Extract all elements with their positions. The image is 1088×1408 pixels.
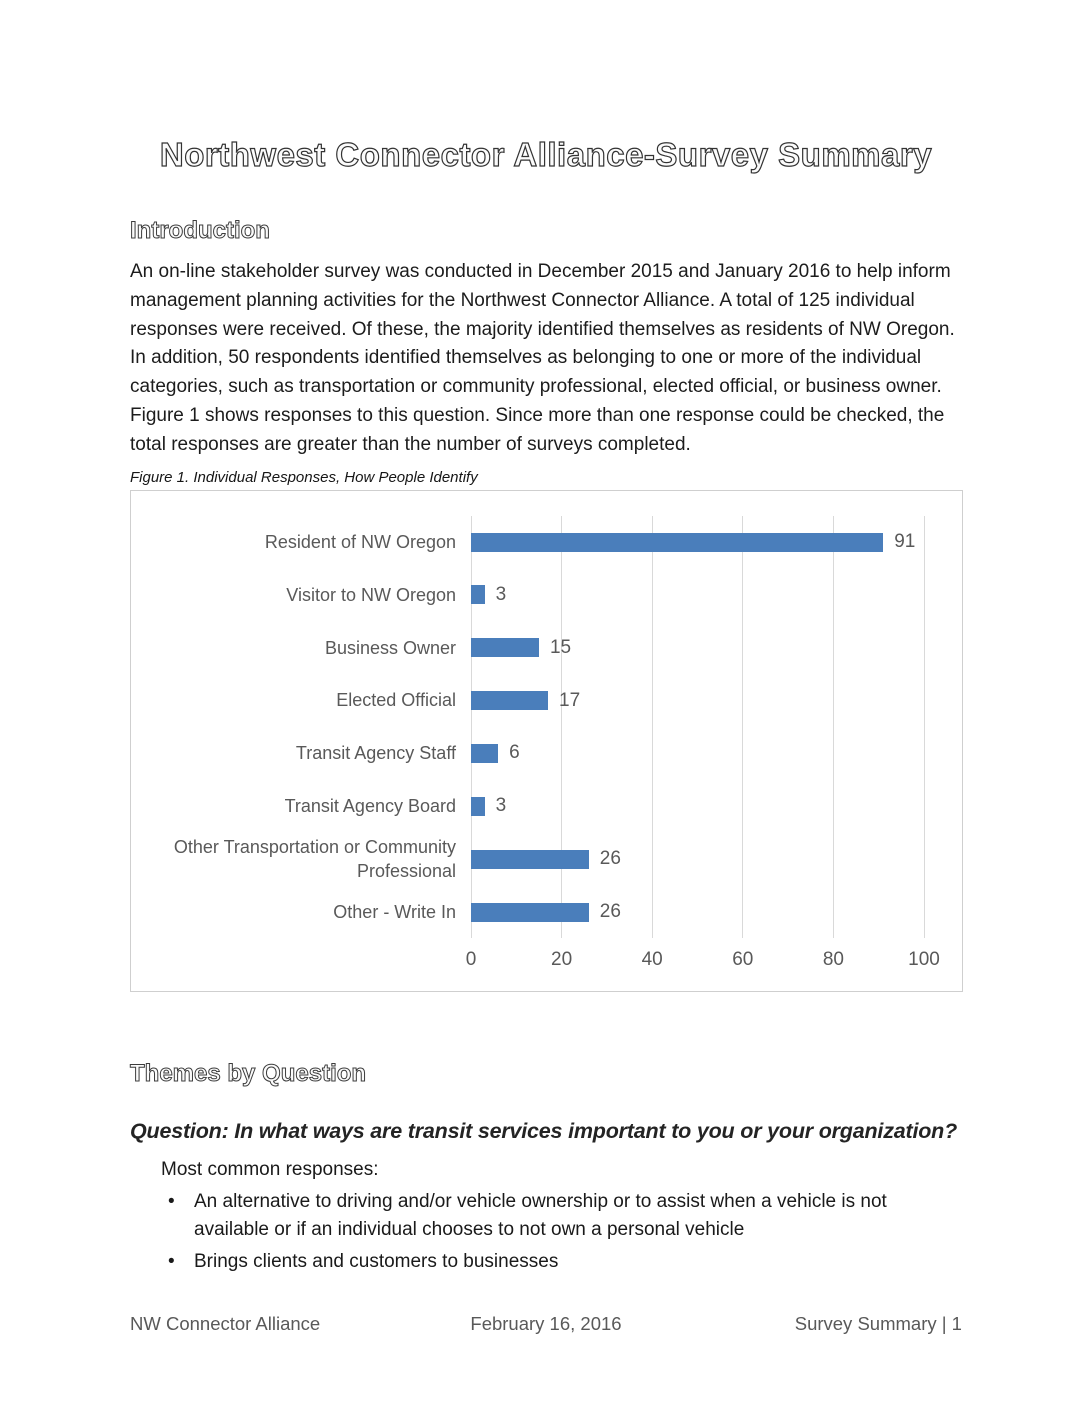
bar — [471, 796, 485, 816]
value-label: 3 — [495, 795, 507, 817]
gridline — [651, 515, 653, 939]
introduction-paragraph: An on-line stakeholder survey was conduc… — [130, 261, 955, 455]
page-footer: NW Connector Alliance February 16, 2016 … — [130, 1313, 962, 1335]
chart-row: Elected Official 17 — [141, 674, 962, 727]
bar-chart: Resident of NW Oregon 91 Visitor to NW Ore… — [141, 515, 962, 939]
section-heading-themes: Themes by Question — [130, 1059, 367, 1087]
bar — [471, 691, 548, 711]
chart-rows: Resident of NW Oregon 91 Visitor to NW Ore… — [141, 516, 962, 939]
bar-track: 17 — [471, 674, 924, 727]
category-label: Transit Agency Board — [284, 796, 456, 817]
category-label: Other Transportation or Community Profes… — [173, 836, 456, 882]
gridline — [832, 515, 834, 939]
value-label: 91 — [894, 531, 916, 552]
bar — [471, 638, 539, 658]
x-tick-label: 20 — [551, 949, 573, 971]
bar-track: 26 — [471, 833, 924, 886]
chart-row: Other - Write In 26 — [141, 886, 962, 939]
bar-track: 6 — [471, 727, 924, 780]
section-heading-introduction: Introduction — [130, 217, 271, 245]
category-label: Business Owner — [324, 637, 456, 658]
category-label: Resident of NW Oregon — [264, 531, 456, 552]
gridline — [561, 515, 563, 939]
value-label: 26 — [599, 901, 621, 923]
gridline — [470, 515, 472, 939]
bar-track: 91 — [471, 516, 924, 569]
value-label: 15 — [549, 636, 572, 658]
footer-right: Survey Summary | 1 — [794, 1313, 962, 1334]
chart-row: Transit Agency Board 3 — [141, 780, 962, 833]
bar-track: 26 — [471, 886, 924, 939]
bar-track: 15 — [471, 621, 924, 674]
x-tick-label: 0 — [465, 949, 477, 971]
bar — [471, 532, 884, 552]
chart-gridlines — [470, 515, 925, 939]
category-label: Elected Official — [336, 690, 456, 711]
footer-center: February 16, 2016 — [470, 1313, 622, 1334]
figure-caption: Figure 1. Individual Responses, How Peop… — [130, 468, 478, 486]
chart-row: Other Transportation or Community Profes… — [141, 833, 962, 886]
x-tick-label: 100 — [908, 949, 940, 971]
x-tick-label: 40 — [641, 949, 663, 971]
value-label: 26 — [599, 848, 621, 870]
gridline — [923, 515, 925, 939]
category-label: Visitor to NW Oregon — [286, 584, 456, 605]
responses-intro: Most common responses: — [161, 1158, 379, 1180]
bullet-item: An alternative to driving and/or vehicle… — [168, 1188, 962, 1246]
bar — [471, 902, 589, 922]
category-label: Transit Agency Staff — [295, 743, 456, 764]
x-tick-label: 60 — [732, 949, 754, 971]
x-tick-label: 80 — [822, 949, 844, 971]
bar — [471, 743, 499, 763]
chart-row: Resident of NW Oregon 91 — [141, 516, 962, 569]
chart-row: Transit Agency Staff 6 — [141, 727, 962, 780]
x-axis: 0 20 40 60 80 100 — [466, 938, 940, 980]
value-label: 6 — [509, 742, 520, 764]
footer-left: NW Connector Alliance — [130, 1313, 321, 1334]
category-label: Other - Write In — [333, 901, 456, 922]
bar — [471, 585, 485, 605]
question-heading: Question: In what ways are transit servi… — [130, 1118, 958, 1143]
bar-track: 3 — [471, 780, 924, 833]
bullet-item: Brings clients and customers to business… — [168, 1248, 962, 1277]
document-title: Northwest Connector Alliance-Survey Summ… — [159, 135, 933, 173]
value-label: 3 — [495, 583, 507, 605]
chart-row: Visitor to NW Oregon 3 — [141, 568, 962, 621]
value-label: 17 — [559, 689, 581, 711]
gridline — [742, 515, 744, 939]
bar-track: 3 — [471, 568, 924, 621]
bar — [471, 849, 589, 869]
chart-row: Business Owner 15 — [141, 621, 962, 674]
bullet-list: An alternative to driving and/or vehicle… — [168, 1188, 962, 1277]
figure-box: Resident of NW Oregon 91 Visitor to NW Ore… — [130, 489, 963, 992]
